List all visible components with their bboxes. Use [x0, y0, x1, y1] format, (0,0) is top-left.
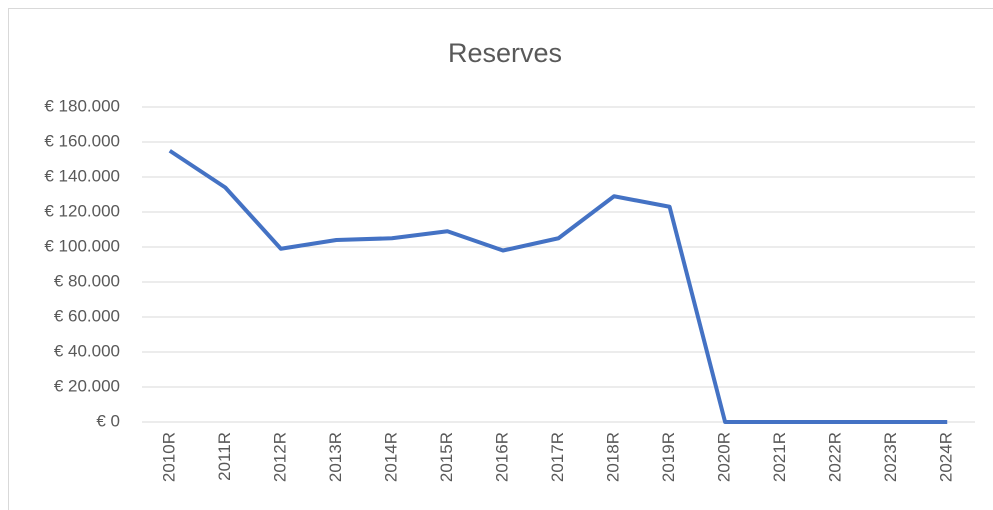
x-tick-label: 2010R — [159, 432, 178, 482]
x-tick-label: 2021R — [770, 432, 789, 482]
x-tick-label: 2012R — [270, 432, 289, 482]
y-tick-label: € 140.000 — [44, 166, 120, 185]
x-tick-label: 2017R — [548, 432, 567, 482]
x-tick-label: 2023R — [881, 432, 900, 482]
y-tick-label: € 180.000 — [44, 96, 120, 115]
chart-border — [8, 8, 993, 510]
y-tick-label: € 20.000 — [54, 376, 120, 395]
y-tick-label: € 0 — [96, 411, 120, 430]
y-tick-label: € 120.000 — [44, 201, 120, 220]
x-tick-label: 2024R — [937, 432, 956, 482]
y-tick-label: € 160.000 — [44, 131, 120, 150]
x-tick-label: 2022R — [826, 432, 845, 482]
y-tick-label: € 100.000 — [44, 236, 120, 255]
chart-title: Reserves — [448, 38, 562, 68]
x-tick-label: 2020R — [715, 432, 734, 482]
x-tick-label: 2018R — [604, 432, 623, 482]
series-line — [168, 149, 948, 424]
x-tick-label: 2014R — [381, 432, 400, 482]
x-tick-label: 2011R — [215, 432, 234, 481]
x-tick-label: 2016R — [492, 432, 511, 482]
x-tick-label: 2015R — [437, 432, 456, 482]
x-tick-label: 2013R — [326, 432, 345, 482]
y-tick-label: € 60.000 — [54, 306, 120, 325]
x-tick-label: 2019R — [659, 432, 678, 482]
y-tick-label: € 80.000 — [54, 271, 120, 290]
y-tick-label: € 40.000 — [54, 341, 120, 360]
